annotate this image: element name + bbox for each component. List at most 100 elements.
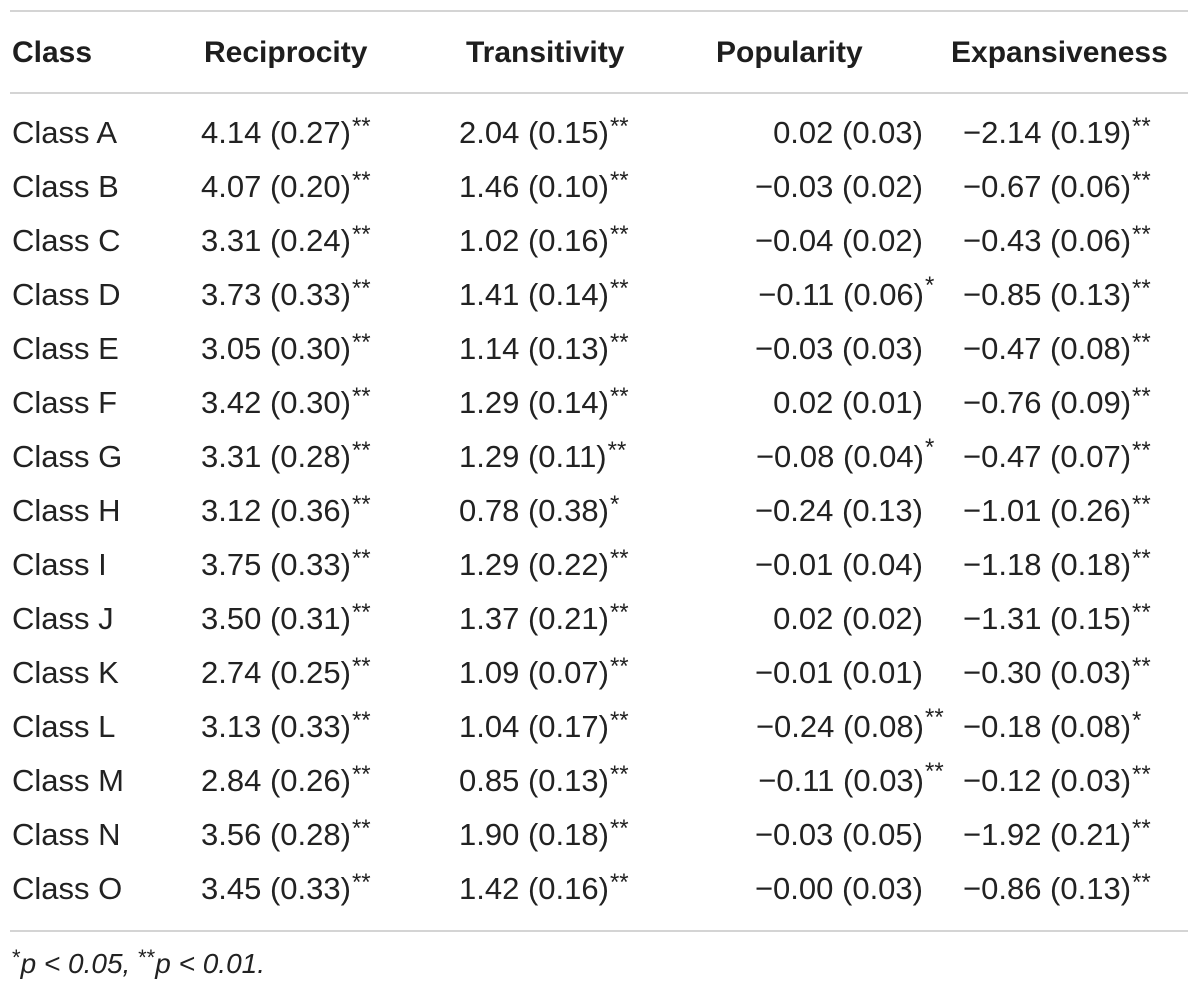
significance-mark: ** bbox=[609, 221, 629, 248]
cell-transitivity-value: 1.09 (0.07) bbox=[459, 655, 609, 690]
cell-popularity-value: −0.01 (0.01) bbox=[754, 655, 923, 690]
cell-expansiveness-value: −1.92 (0.21) bbox=[963, 817, 1132, 852]
header-transitivity: Transitivity bbox=[466, 36, 625, 69]
footnote-sig1-text: p < 0.05, bbox=[20, 948, 139, 979]
cell-transitivity: 1.42 (0.16)** bbox=[459, 862, 629, 916]
significance-mark: ** bbox=[1132, 869, 1151, 896]
cell-popularity: −0.11 (0.03) ** bbox=[0, 754, 943, 808]
cell-reciprocity: 3.73 (0.33)** bbox=[201, 268, 371, 322]
significance-mark: ** bbox=[351, 329, 371, 356]
cell-class: Class I bbox=[12, 538, 107, 592]
significance-mark: * bbox=[609, 491, 620, 518]
cell-reciprocity-value: 3.42 (0.30) bbox=[201, 385, 351, 420]
cell-expansiveness-value: −0.18 (0.08) bbox=[963, 709, 1132, 744]
header-class: Class bbox=[12, 36, 93, 69]
table-footnote: *p < 0.05, **p < 0.01. bbox=[12, 942, 265, 988]
cell-reciprocity-value: 3.75 (0.33) bbox=[201, 547, 351, 582]
significance-mark: * bbox=[925, 272, 935, 299]
significance-mark: ** bbox=[1132, 221, 1151, 248]
table-row: Class N 3.56 (0.28)** 1.90 (0.18)** −0.03 (… bbox=[0, 808, 1200, 862]
cell-expansiveness-value: −0.43 (0.06) bbox=[963, 223, 1132, 258]
cell-class-value: Class B bbox=[12, 169, 119, 204]
cell-class: Class E bbox=[12, 322, 119, 376]
significance-mark: ** bbox=[609, 599, 629, 626]
cell-popularity-value: −0.08 (0.04) bbox=[755, 439, 924, 474]
cell-reciprocity: 3.05 (0.30)** bbox=[201, 322, 371, 376]
significance-mark: ** bbox=[1132, 599, 1151, 626]
cell-popularity-value: −0.11 (0.06) bbox=[758, 277, 924, 312]
cell-popularity-value: −0.00 (0.03) bbox=[754, 871, 923, 906]
cell-transitivity-value: 1.90 (0.18) bbox=[459, 817, 609, 852]
cell-class: Class J bbox=[12, 592, 114, 646]
significance-mark: * bbox=[1132, 707, 1142, 734]
significance-mark: ** bbox=[609, 869, 629, 896]
significance-mark: ** bbox=[609, 167, 629, 194]
cell-transitivity-value: 1.42 (0.16) bbox=[459, 871, 609, 906]
cell-reciprocity: 3.50 (0.31)** bbox=[201, 592, 371, 646]
cell-class-value: Class D bbox=[12, 277, 121, 312]
cell-transitivity: 1.29 (0.14)** bbox=[459, 376, 629, 430]
cell-reciprocity-value: 3.05 (0.30) bbox=[201, 331, 351, 366]
significance-mark: ** bbox=[1132, 275, 1151, 302]
cell-expansiveness: −0.30 (0.03)** bbox=[963, 646, 1151, 700]
cell-popularity: −0.24 (0.13) bbox=[0, 484, 924, 538]
table-row: Class O 3.45 (0.33)** 1.42 (0.16)** −0.00 (… bbox=[0, 862, 1200, 916]
cell-expansiveness-value: −0.47 (0.07) bbox=[963, 439, 1132, 474]
cell-reciprocity-value: 3.12 (0.36) bbox=[201, 493, 351, 528]
cell-class: Class M bbox=[12, 754, 124, 808]
cell-reciprocity: 3.31 (0.28)** bbox=[201, 430, 371, 484]
cell-transitivity: 2.04 (0.15)** bbox=[459, 106, 629, 160]
table-row: Class E 3.05 (0.30)** 1.14 (0.13)** −0.03 (… bbox=[0, 322, 1200, 376]
significance-mark: ** bbox=[1132, 329, 1151, 356]
table-row: Class K 2.74 (0.25)** 1.09 (0.07)** −0.01 (… bbox=[0, 646, 1200, 700]
significance-mark: ** bbox=[351, 491, 371, 518]
significance-mark: ** bbox=[1132, 113, 1151, 140]
cell-popularity-value: −0.11 (0.03) bbox=[758, 763, 924, 798]
cell-expansiveness-value: −1.18 (0.18) bbox=[963, 547, 1132, 582]
cell-expansiveness: −0.47 (0.08)** bbox=[963, 322, 1151, 376]
cell-class: Class L bbox=[12, 700, 115, 754]
cell-expansiveness-value: −0.67 (0.06) bbox=[963, 169, 1132, 204]
cell-reciprocity: 2.74 (0.25)** bbox=[201, 646, 371, 700]
cell-transitivity-value: 1.29 (0.14) bbox=[459, 385, 609, 420]
cell-expansiveness-value: −1.31 (0.15) bbox=[963, 601, 1132, 636]
significance-mark: ** bbox=[609, 815, 629, 842]
cell-popularity-value: −0.03 (0.03) bbox=[754, 331, 923, 366]
significance-mark: ** bbox=[1132, 167, 1151, 194]
cell-expansiveness: −1.92 (0.21)** bbox=[963, 808, 1151, 862]
significance-mark: ** bbox=[351, 275, 371, 302]
header-popularity: Popularity bbox=[716, 36, 863, 69]
cell-class: Class N bbox=[12, 808, 121, 862]
cell-popularity: −0.08 (0.04) * bbox=[0, 430, 934, 484]
cell-reciprocity: 2.84 (0.26)** bbox=[201, 754, 371, 808]
cell-expansiveness: −0.86 (0.13)** bbox=[963, 862, 1151, 916]
cell-transitivity: 1.29 (0.22)** bbox=[459, 538, 629, 592]
cell-class: Class B bbox=[12, 160, 119, 214]
cell-transitivity-value: 0.78 (0.38) bbox=[459, 493, 609, 528]
cell-popularity: −0.24 (0.08) ** bbox=[0, 700, 944, 754]
cell-reciprocity: 3.45 (0.33)** bbox=[201, 862, 371, 916]
table-bottom-rule bbox=[10, 930, 1188, 932]
cell-expansiveness-value: −0.47 (0.08) bbox=[963, 331, 1132, 366]
cell-class-value: Class E bbox=[12, 331, 119, 366]
significance-mark: ** bbox=[609, 707, 629, 734]
cell-class-value: Class M bbox=[12, 763, 124, 798]
cell-reciprocity-value: 3.56 (0.28) bbox=[201, 817, 351, 852]
table-header-rule bbox=[10, 92, 1188, 94]
significance-mark: ** bbox=[609, 275, 629, 302]
cell-transitivity: 1.90 (0.18)** bbox=[459, 808, 629, 862]
cell-expansiveness: −0.43 (0.06)** bbox=[963, 214, 1151, 268]
cell-reciprocity-value: 4.07 (0.20) bbox=[201, 169, 351, 204]
cell-popularity: −0.04 (0.02) bbox=[0, 214, 924, 268]
table-row: Class F 3.42 (0.30)** 1.29 (0.14)** 0.02 (0… bbox=[0, 376, 1200, 430]
cell-expansiveness: −0.12 (0.03)** bbox=[963, 754, 1151, 808]
cell-reciprocity-value: 4.14 (0.27) bbox=[201, 115, 351, 150]
cell-transitivity: 1.14 (0.13)** bbox=[459, 322, 629, 376]
cell-transitivity-value: 1.37 (0.21) bbox=[459, 601, 609, 636]
cell-class: Class O bbox=[12, 862, 122, 916]
cell-transitivity-value: 2.04 (0.15) bbox=[459, 115, 609, 150]
cell-expansiveness: −0.85 (0.13)** bbox=[963, 268, 1151, 322]
cell-class: Class F bbox=[12, 376, 117, 430]
cell-transitivity-value: 1.29 (0.11) bbox=[459, 439, 607, 474]
cell-reciprocity-value: 3.73 (0.33) bbox=[201, 277, 351, 312]
